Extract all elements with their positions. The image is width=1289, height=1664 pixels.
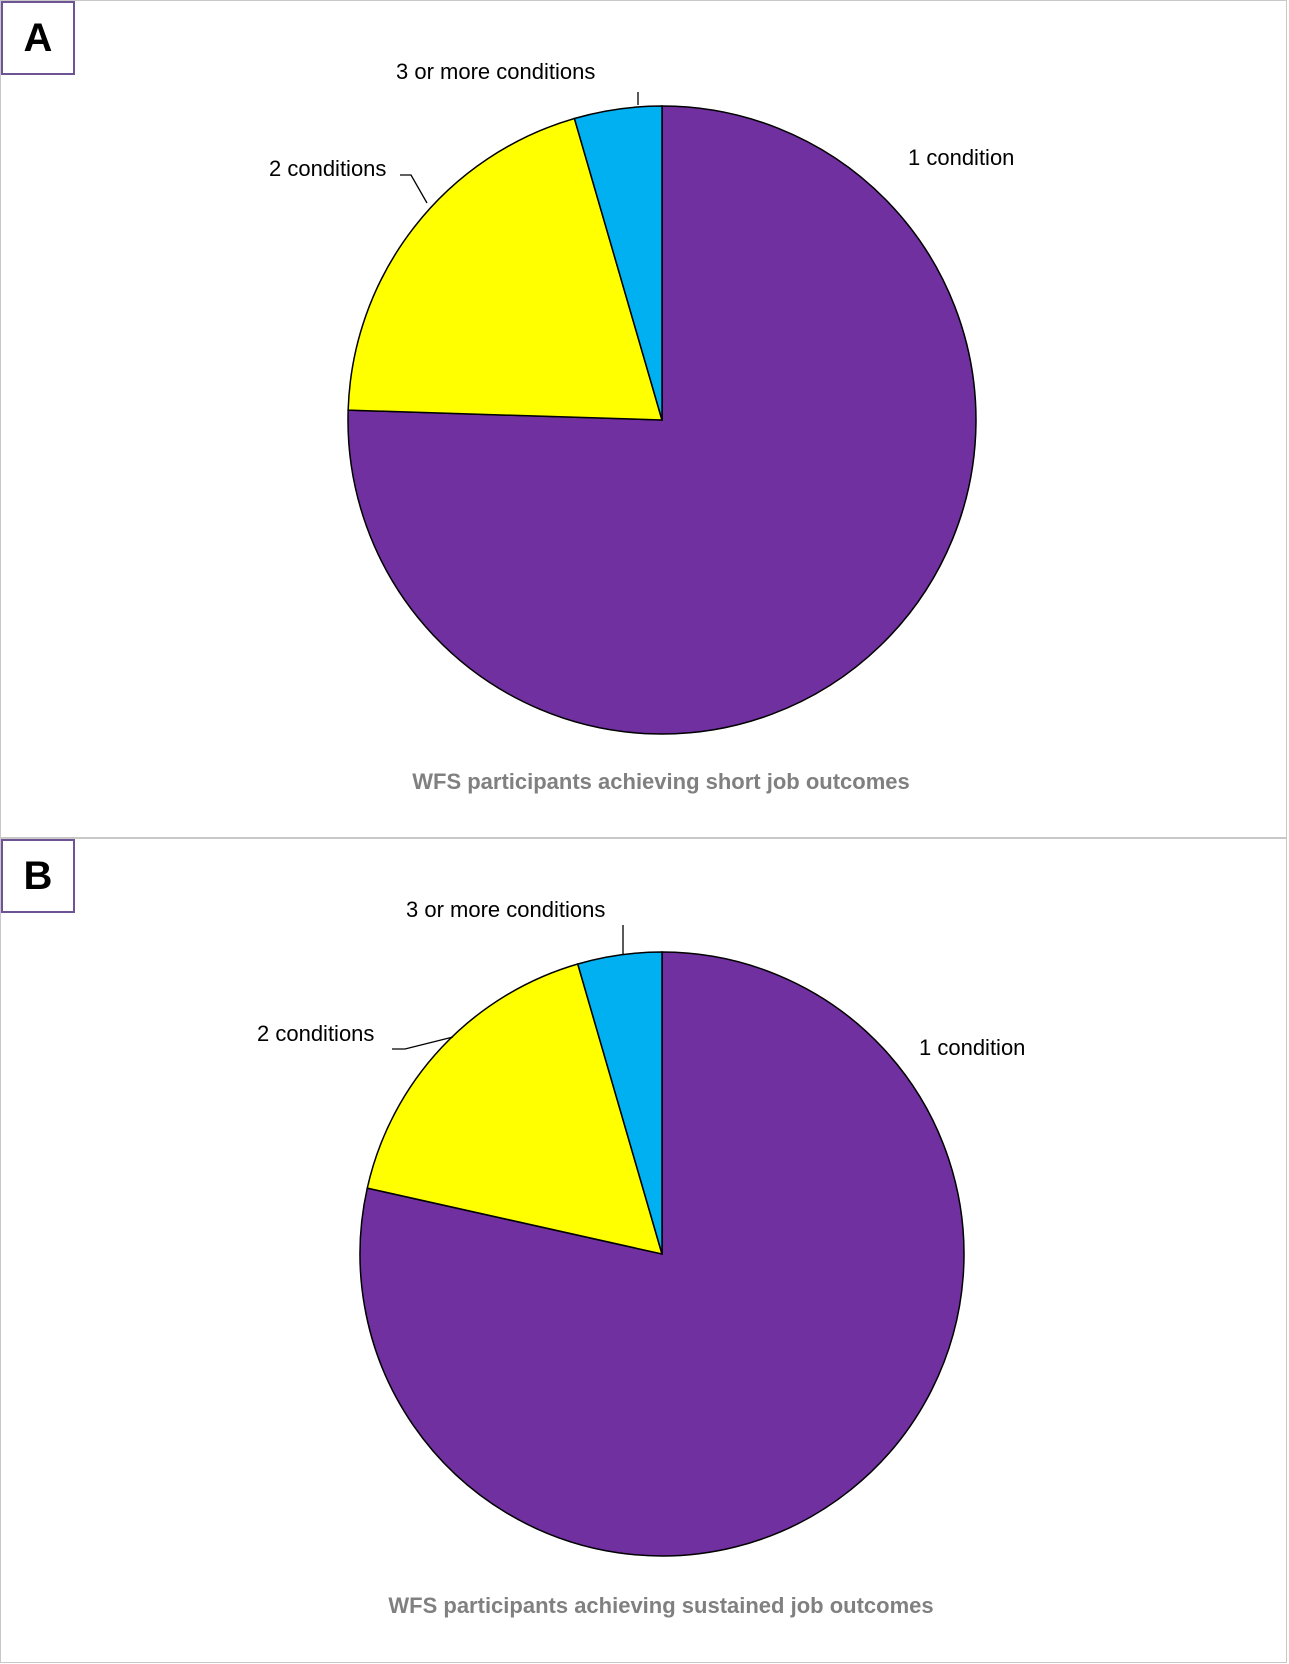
pie-chart-b: 1 condition 2 conditions 3 or more condi… <box>257 897 1025 1618</box>
slice-label-1-condition: 1 condition <box>919 1035 1025 1060</box>
pie-slice-3-or-more-conditions <box>573 105 663 421</box>
panel-letter-a: A <box>1 1 75 75</box>
leader-line-2-conditions <box>392 1036 454 1050</box>
slice-label-1-condition: 1 condition <box>908 145 1014 170</box>
chart-title-a: WFS participants achieving short job out… <box>412 769 910 794</box>
leader-lines-b <box>392 925 624 1050</box>
slice-label-3-or-more-conditions: 3 or more conditions <box>406 897 605 922</box>
pie-slice-2-conditions <box>347 117 664 421</box>
chart-panel-a: A 1 condition 2 conditions 3 or more con… <box>0 0 1287 838</box>
pie-slices-a <box>347 105 977 735</box>
pie-slice-3-or-more-conditions <box>576 951 663 1255</box>
leader-lines-a <box>400 92 639 204</box>
pie-slices-b <box>359 951 965 1557</box>
chart-panel-b: B 1 condition 2 conditions 3 or more con… <box>0 838 1287 1663</box>
slice-label-3-or-more-conditions: 3 or more conditions <box>396 59 595 84</box>
pie-slice-2-conditions <box>366 963 664 1256</box>
pie-slice-1-condition <box>347 105 977 735</box>
leader-line-2-conditions <box>400 174 428 204</box>
slice-label-2-conditions: 2 conditions <box>269 156 386 181</box>
panel-letter-b: B <box>1 839 75 913</box>
pie-chart-a: 1 condition 2 conditions 3 or more condi… <box>269 59 1014 794</box>
chart-title-b: WFS participants achieving sustained job… <box>388 1593 933 1618</box>
slice-label-2-conditions: 2 conditions <box>257 1021 374 1046</box>
